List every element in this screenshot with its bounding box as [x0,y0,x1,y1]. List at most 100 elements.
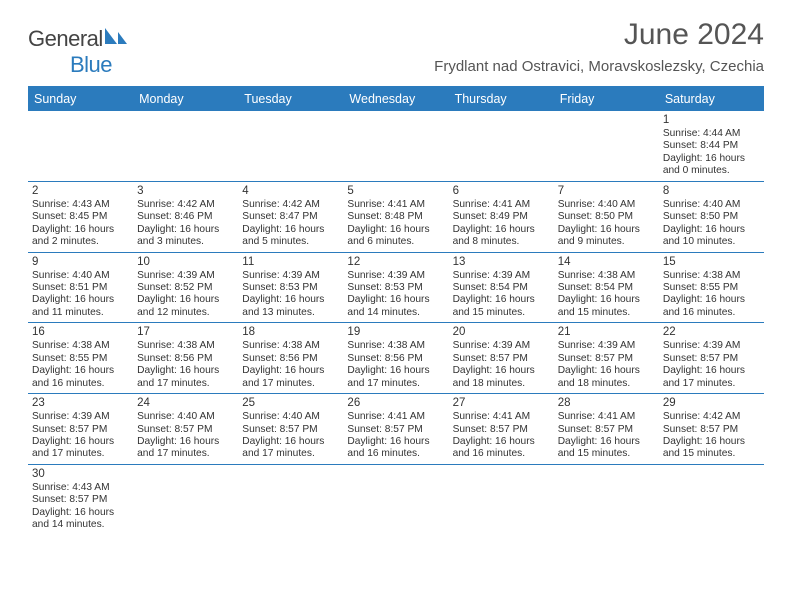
daylight-text: and 11 minutes. [32,307,129,319]
daylight-text: Daylight: 16 hours [663,224,760,236]
daylight-text: and 17 minutes. [347,378,444,390]
empty-cell [238,465,343,535]
sunset-text: Sunset: 8:49 PM [453,211,550,223]
sunset-text: Sunset: 8:46 PM [137,211,234,223]
daylight-text: and 5 minutes. [242,236,339,248]
sunrise-text: Sunrise: 4:42 AM [663,411,760,423]
week-row: 2Sunrise: 4:43 AMSunset: 8:45 PMDaylight… [28,182,764,253]
sunset-text: Sunset: 8:51 PM [32,282,129,294]
day-header: Tuesday [238,88,343,111]
day-number: 17 [137,325,234,339]
day-number: 22 [663,325,760,339]
day-number: 5 [347,184,444,198]
page-title: June 2024 [434,18,764,52]
day-number: 11 [242,255,339,269]
sunset-text: Sunset: 8:56 PM [347,353,444,365]
day-cell: 24Sunrise: 4:40 AMSunset: 8:57 PMDayligh… [133,394,238,464]
daylight-text: and 16 minutes. [663,307,760,319]
sunrise-text: Sunrise: 4:38 AM [558,270,655,282]
daylight-text: and 15 minutes. [558,448,655,460]
day-number: 28 [558,396,655,410]
daylight-text: and 16 minutes. [32,378,129,390]
daylight-text: Daylight: 16 hours [453,365,550,377]
sunset-text: Sunset: 8:56 PM [137,353,234,365]
sunset-text: Sunset: 8:45 PM [32,211,129,223]
daylight-text: and 9 minutes. [558,236,655,248]
sunrise-text: Sunrise: 4:41 AM [453,411,550,423]
daylight-text: and 8 minutes. [453,236,550,248]
daylight-text: Daylight: 16 hours [32,294,129,306]
sunrise-text: Sunrise: 4:40 AM [242,411,339,423]
weeks-container: 1Sunrise: 4:44 AMSunset: 8:44 PMDaylight… [28,111,764,535]
sunrise-text: Sunrise: 4:38 AM [242,340,339,352]
day-number: 20 [453,325,550,339]
sunset-text: Sunset: 8:57 PM [453,353,550,365]
sunrise-text: Sunrise: 4:39 AM [137,270,234,282]
day-cell: 18Sunrise: 4:38 AMSunset: 8:56 PMDayligh… [238,323,343,393]
day-cell: 21Sunrise: 4:39 AMSunset: 8:57 PMDayligh… [554,323,659,393]
day-number: 12 [347,255,444,269]
day-cell: 1Sunrise: 4:44 AMSunset: 8:44 PMDaylight… [659,111,764,181]
daylight-text: and 18 minutes. [453,378,550,390]
daylight-text: Daylight: 16 hours [558,365,655,377]
day-cell: 11Sunrise: 4:39 AMSunset: 8:53 PMDayligh… [238,253,343,323]
day-cell: 15Sunrise: 4:38 AMSunset: 8:55 PMDayligh… [659,253,764,323]
title-block: June 2024 Frydlant nad Ostravici, Moravs… [434,18,764,75]
logo-part2: Blue [70,52,112,77]
day-number: 3 [137,184,234,198]
daylight-text: Daylight: 16 hours [242,436,339,448]
sunset-text: Sunset: 8:57 PM [32,494,129,506]
daylight-text: and 13 minutes. [242,307,339,319]
sunset-text: Sunset: 8:52 PM [137,282,234,294]
daylight-text: Daylight: 16 hours [558,224,655,236]
week-row: 23Sunrise: 4:39 AMSunset: 8:57 PMDayligh… [28,394,764,465]
daylight-text: Daylight: 16 hours [663,294,760,306]
sunset-text: Sunset: 8:57 PM [32,424,129,436]
sunrise-text: Sunrise: 4:39 AM [32,411,129,423]
day-number: 29 [663,396,760,410]
empty-cell [554,465,659,535]
sunrise-text: Sunrise: 4:41 AM [347,411,444,423]
day-number: 27 [453,396,550,410]
daylight-text: Daylight: 16 hours [453,224,550,236]
day-cell: 5Sunrise: 4:41 AMSunset: 8:48 PMDaylight… [343,182,448,252]
calendar: SundayMondayTuesdayWednesdayThursdayFrid… [28,86,764,535]
empty-cell [554,111,659,181]
day-header: Thursday [449,88,554,111]
sunrise-text: Sunrise: 4:44 AM [663,128,760,140]
daylight-text: and 17 minutes. [32,448,129,460]
day-number: 23 [32,396,129,410]
sunrise-text: Sunrise: 4:38 AM [137,340,234,352]
day-header: Friday [554,88,659,111]
day-header: Monday [133,88,238,111]
daylight-text: and 17 minutes. [242,448,339,460]
daylight-text: and 16 minutes. [347,448,444,460]
daylight-text: Daylight: 16 hours [137,436,234,448]
daylight-text: Daylight: 16 hours [453,436,550,448]
daylight-text: Daylight: 16 hours [347,436,444,448]
daylight-text: Daylight: 16 hours [137,365,234,377]
day-number: 19 [347,325,444,339]
daylight-text: and 14 minutes. [347,307,444,319]
daylight-text: and 3 minutes. [137,236,234,248]
sunset-text: Sunset: 8:53 PM [347,282,444,294]
day-cell: 20Sunrise: 4:39 AMSunset: 8:57 PMDayligh… [449,323,554,393]
daylight-text: Daylight: 16 hours [32,365,129,377]
daylight-text: and 16 minutes. [453,448,550,460]
day-cell: 17Sunrise: 4:38 AMSunset: 8:56 PMDayligh… [133,323,238,393]
sunrise-text: Sunrise: 4:40 AM [32,270,129,282]
daylight-text: Daylight: 16 hours [242,365,339,377]
logo-part1: General [28,26,103,51]
day-number: 10 [137,255,234,269]
day-number: 14 [558,255,655,269]
sunset-text: Sunset: 8:50 PM [663,211,760,223]
sunrise-text: Sunrise: 4:43 AM [32,482,129,494]
sunrise-text: Sunrise: 4:40 AM [558,199,655,211]
day-number: 9 [32,255,129,269]
week-row: 30Sunrise: 4:43 AMSunset: 8:57 PMDayligh… [28,465,764,535]
sunset-text: Sunset: 8:57 PM [137,424,234,436]
day-number: 4 [242,184,339,198]
week-row: 16Sunrise: 4:38 AMSunset: 8:55 PMDayligh… [28,323,764,394]
day-cell: 3Sunrise: 4:42 AMSunset: 8:46 PMDaylight… [133,182,238,252]
empty-cell [343,465,448,535]
